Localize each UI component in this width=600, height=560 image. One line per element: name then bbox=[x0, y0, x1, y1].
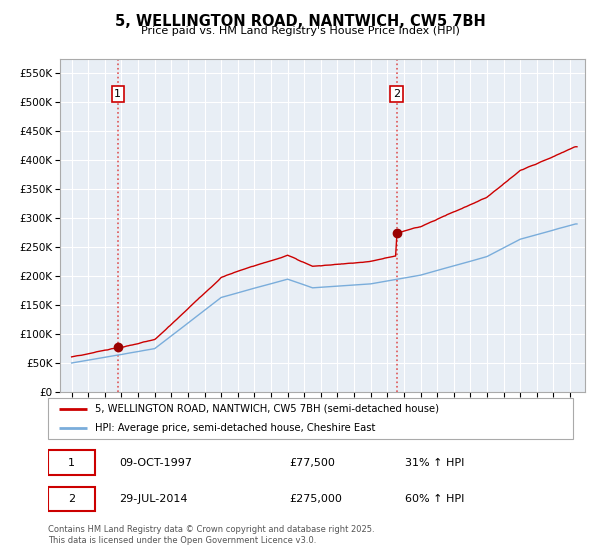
Text: 2: 2 bbox=[68, 494, 75, 504]
Text: 09-OCT-1997: 09-OCT-1997 bbox=[119, 458, 192, 468]
Text: 31% ↑ HPI: 31% ↑ HPI bbox=[405, 458, 464, 468]
Text: 5, WELLINGTON ROAD, NANTWICH, CW5 7BH (semi-detached house): 5, WELLINGTON ROAD, NANTWICH, CW5 7BH (s… bbox=[95, 404, 439, 414]
Text: Contains HM Land Registry data © Crown copyright and database right 2025.
This d: Contains HM Land Registry data © Crown c… bbox=[48, 525, 374, 545]
Text: 1: 1 bbox=[68, 458, 75, 468]
Text: 1: 1 bbox=[115, 89, 121, 99]
Text: £77,500: £77,500 bbox=[290, 458, 335, 468]
Text: 2: 2 bbox=[393, 89, 400, 99]
Text: HPI: Average price, semi-detached house, Cheshire East: HPI: Average price, semi-detached house,… bbox=[95, 423, 376, 433]
Text: 5, WELLINGTON ROAD, NANTWICH, CW5 7BH: 5, WELLINGTON ROAD, NANTWICH, CW5 7BH bbox=[115, 14, 485, 29]
Text: 29-JUL-2014: 29-JUL-2014 bbox=[119, 494, 187, 504]
Text: Price paid vs. HM Land Registry's House Price Index (HPI): Price paid vs. HM Land Registry's House … bbox=[140, 26, 460, 36]
FancyBboxPatch shape bbox=[48, 450, 95, 475]
Text: 60% ↑ HPI: 60% ↑ HPI bbox=[405, 494, 464, 504]
FancyBboxPatch shape bbox=[48, 487, 95, 511]
Text: £275,000: £275,000 bbox=[290, 494, 343, 504]
